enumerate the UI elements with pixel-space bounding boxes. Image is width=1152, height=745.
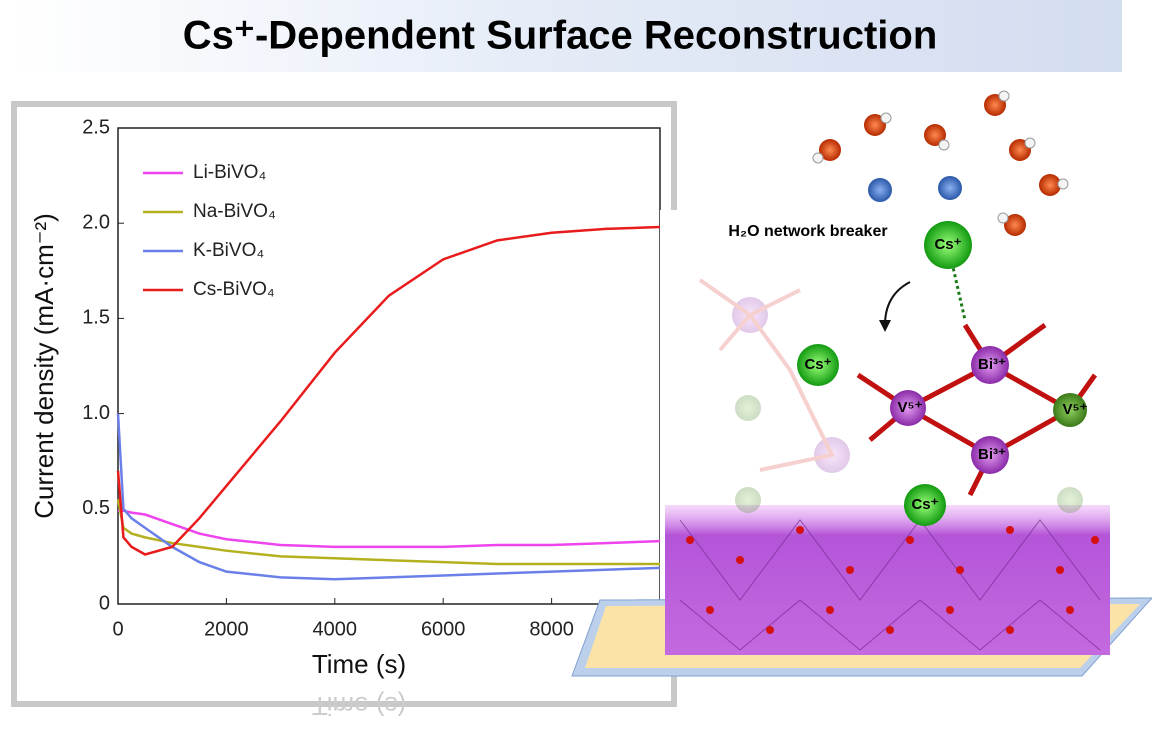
label: H₂O network breaker	[728, 223, 887, 240]
legend-label: K-BiVO₄	[193, 240, 264, 261]
series-line	[116, 499, 660, 566]
ion	[868, 178, 892, 202]
cs-ion	[904, 484, 946, 526]
y-tick-label: 2.5	[82, 116, 110, 138]
y-tick-label: 0	[99, 592, 110, 614]
chart: 00.51.01.52.02.50200040006000800010000Ti…	[29, 116, 688, 721]
faded-layer	[698, 278, 1083, 513]
cs-ion	[797, 344, 839, 386]
legend-label: Li-BiVO₄	[193, 162, 266, 183]
label: Cs⁺	[804, 356, 831, 373]
label: Cs⁺	[911, 496, 938, 513]
legend-label: Cs-BiVO₄	[193, 279, 275, 300]
x-tick-label: 2000	[204, 618, 249, 640]
v-atom	[1053, 393, 1087, 427]
y-tick-label: 1.5	[82, 307, 110, 329]
series-line	[118, 509, 661, 549]
series-line	[116, 225, 661, 556]
crystal-lattice	[679, 519, 1101, 651]
chart-panel	[11, 101, 677, 707]
title-banner	[10, 0, 1122, 72]
label: V⁵⁺	[898, 399, 923, 416]
title: Cs⁺-Dependent Surface Reconstruction	[183, 14, 938, 58]
x-tick-label: 6000	[421, 618, 466, 640]
water-h	[812, 90, 1069, 224]
y-tick-label: 0.5	[82, 497, 110, 519]
bi-atom	[971, 436, 1009, 474]
x-axis-label-reflection: Time (s)	[312, 691, 406, 721]
bi-atom	[971, 346, 1009, 384]
series-line	[116, 413, 661, 581]
y-tick-label: 1.0	[82, 402, 110, 424]
water	[819, 94, 1061, 236]
ion	[938, 176, 962, 200]
label: Bi³⁺	[978, 356, 1006, 373]
lattice-oxygens	[686, 526, 1099, 634]
y-axis-label: Current density (mA·cm⁻²)	[29, 213, 59, 519]
x-tick-label: 4000	[313, 618, 358, 640]
x-axis-label: Time (s)	[312, 649, 406, 679]
x-tick-label: 8000	[529, 618, 574, 640]
cs-ion	[924, 221, 972, 269]
v-atom	[890, 390, 926, 426]
legend-label: Na-BiVO₄	[193, 201, 276, 222]
label: Bi³⁺	[978, 446, 1006, 463]
y-tick-label: 2.0	[82, 211, 110, 233]
label: Cs⁺	[934, 236, 961, 253]
x-tick-label: 0	[112, 618, 123, 640]
label: V⁵⁺	[1063, 401, 1088, 418]
arrowhead	[879, 320, 891, 332]
illustration: H₂O network breaker Cs⁺ Cs⁺ Cs⁺ V⁵⁺ V⁵⁺ …	[571, 90, 1152, 677]
